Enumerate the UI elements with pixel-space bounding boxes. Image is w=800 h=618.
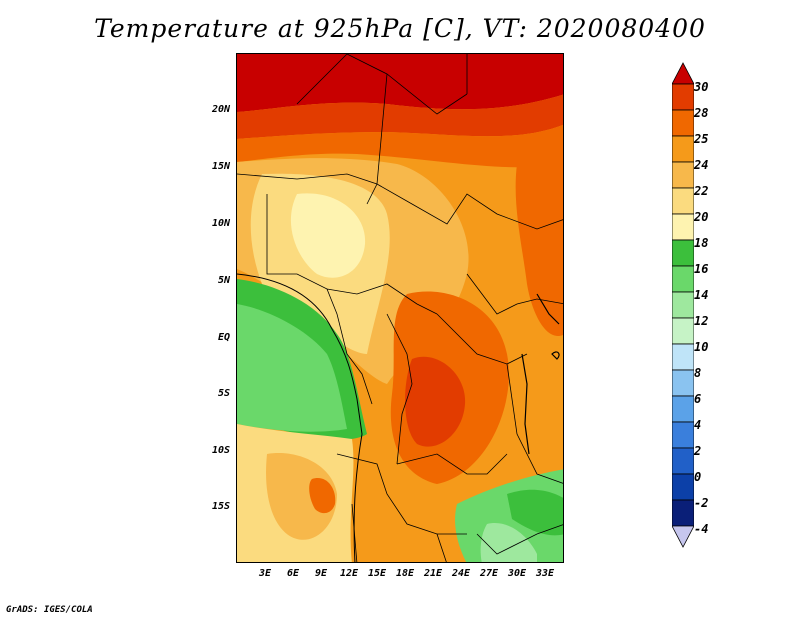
zone-16-18-southeast [507, 489, 563, 536]
lat-label-15n: 15N [211, 161, 230, 172]
grads-credit: GrADS: IGES/COLA [6, 605, 93, 615]
legend-label-14: 14 [694, 288, 709, 302]
zone-18-20 [290, 193, 366, 278]
colorbar-swatch [672, 317, 694, 345]
lon-label-27e: 27E [479, 568, 499, 579]
chart-title: Temperature at 925hPa [C], VT: 202008040… [94, 14, 706, 43]
colorbar-swatch [672, 291, 694, 319]
legend-label-30: 30 [694, 80, 709, 94]
colorbar-swatch [672, 395, 694, 423]
legend-label-12: 12 [694, 314, 709, 328]
lon-label-18e: 18E [395, 568, 415, 579]
colorbar-bottom-arrow [672, 525, 694, 548]
legend-label-4: 4 [694, 418, 702, 432]
legend-label-20: 20 [694, 210, 709, 224]
zone-14-16 [237, 304, 347, 432]
legend-label-6: 6 [694, 392, 702, 406]
colorbar-swatch [672, 265, 694, 293]
lon-label-24e: 24E [451, 568, 471, 579]
lon-label-21e: 21E [423, 568, 443, 579]
legend-label-24: 24 [694, 158, 709, 172]
legend-label-2: 2 [694, 444, 702, 458]
legend-label-28: 28 [694, 106, 709, 120]
colorbar-swatch [672, 213, 694, 241]
country-borders [237, 54, 563, 562]
legend-label-minus-4: -4 [694, 522, 709, 536]
coastline [237, 273, 363, 562]
legend-label-16: 16 [694, 262, 709, 276]
legend-label-0: 0 [694, 470, 702, 484]
colorbar-swatch [672, 109, 694, 137]
lon-label-15e: 15E [367, 568, 387, 579]
lake-outlines [521, 293, 560, 455]
colorbar-swatch [672, 499, 694, 527]
temperature-map [237, 54, 563, 562]
lat-label-5s: 5S [217, 388, 230, 399]
zone-22-24-south [266, 453, 337, 540]
colorbar-swatch [672, 369, 694, 397]
legend-label-minus-2: -2 [694, 496, 709, 510]
colorbar-swatch [672, 187, 694, 215]
lon-label-30e: 30E [507, 568, 527, 579]
colorbar-swatch [672, 239, 694, 267]
zone-28-30-central [405, 356, 466, 447]
legend-label-22: 22 [694, 184, 709, 198]
zone-30-plus [237, 54, 563, 112]
legend-label-8: 8 [694, 366, 702, 380]
lon-label-3e: 3E [258, 568, 272, 579]
colorbar-top-arrow [672, 62, 694, 85]
zone-28-30 [237, 94, 563, 139]
colorbar-swatch [672, 343, 694, 371]
lon-label-12e: 12E [339, 568, 359, 579]
lon-label-6e: 6E [286, 568, 300, 579]
lat-label-10n: 10N [211, 218, 230, 229]
lat-label-20n: 20N [211, 104, 230, 115]
colorbar-swatch [672, 135, 694, 163]
legend-label-25: 25 [694, 132, 709, 146]
legend-label-10: 10 [694, 340, 709, 354]
zone-25-28-south [309, 478, 336, 514]
map-panel [236, 53, 564, 563]
zone-25-28-east [515, 164, 563, 336]
lon-label-9e: 9E [314, 568, 328, 579]
lon-label-33e: 33E [535, 568, 555, 579]
lat-label-5n: 5N [217, 275, 230, 286]
lat-label-10s: 10S [211, 445, 230, 456]
legend-label-18: 18 [694, 236, 709, 250]
colorbar-swatch [672, 447, 694, 475]
colorbar-swatch [672, 473, 694, 501]
colorbar-swatch [672, 161, 694, 189]
lat-label-15s: 15S [211, 501, 230, 512]
colorbar-swatch [672, 421, 694, 449]
lat-label-eq: EQ [217, 332, 230, 343]
zone-25-28-north [237, 124, 563, 168]
colorbar-swatch [672, 83, 694, 111]
colorbar [672, 62, 694, 548]
